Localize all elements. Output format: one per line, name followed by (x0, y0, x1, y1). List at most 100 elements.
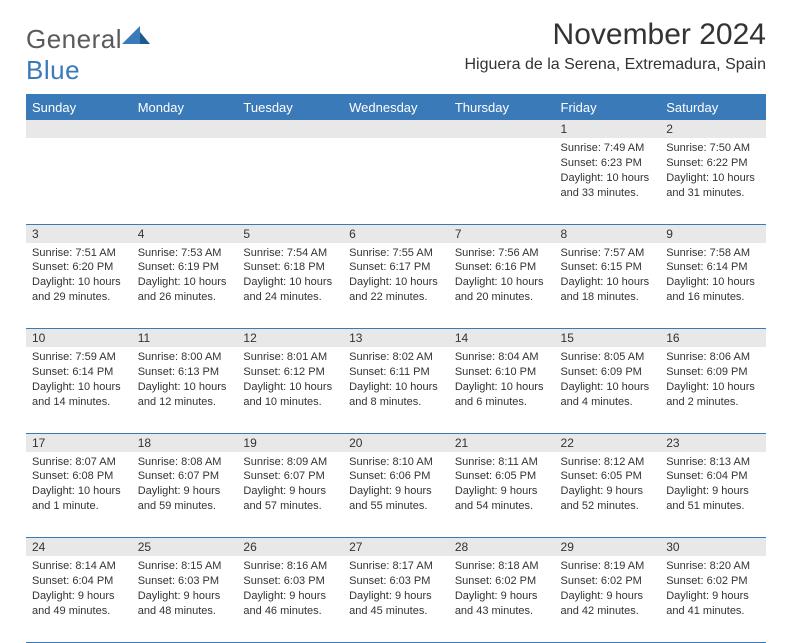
day-number: 30 (660, 538, 766, 557)
day-number: 15 (555, 329, 661, 348)
weekday-header: Tuesday (237, 95, 343, 121)
daylight-text: Daylight: 9 hours and 49 minutes. (32, 589, 126, 619)
daylight-text: Daylight: 9 hours and 45 minutes. (349, 589, 443, 619)
day-number (343, 120, 449, 138)
daylight-text: Daylight: 10 hours and 6 minutes. (455, 380, 549, 410)
logo-triangle-icon (122, 26, 152, 48)
sunset-text: Sunset: 6:07 PM (243, 469, 337, 484)
day-cell: Sunrise: 8:18 AMSunset: 6:02 PMDaylight:… (449, 556, 555, 642)
day-cell: Sunrise: 8:12 AMSunset: 6:05 PMDaylight:… (555, 452, 661, 538)
day-cell (449, 138, 555, 224)
daylight-text: Daylight: 10 hours and 16 minutes. (666, 275, 760, 305)
sunset-text: Sunset: 6:05 PM (455, 469, 549, 484)
day-cell: Sunrise: 8:15 AMSunset: 6:03 PMDaylight:… (132, 556, 238, 642)
sunset-text: Sunset: 6:03 PM (243, 574, 337, 589)
sunset-text: Sunset: 6:02 PM (561, 574, 655, 589)
sunset-text: Sunset: 6:04 PM (666, 469, 760, 484)
sunrise-text: Sunrise: 7:55 AM (349, 246, 443, 261)
sunrise-text: Sunrise: 8:04 AM (455, 350, 549, 365)
weekday-header-row: Sunday Monday Tuesday Wednesday Thursday… (26, 95, 766, 121)
day-cell: Sunrise: 7:56 AMSunset: 6:16 PMDaylight:… (449, 243, 555, 329)
day-number: 18 (132, 433, 238, 452)
sunset-text: Sunset: 6:23 PM (561, 156, 655, 171)
day-number: 6 (343, 224, 449, 243)
day-number-row: 3456789 (26, 224, 766, 243)
sunset-text: Sunset: 6:03 PM (349, 574, 443, 589)
daylight-text: Daylight: 9 hours and 57 minutes. (243, 484, 337, 514)
day-content-row: Sunrise: 7:59 AMSunset: 6:14 PMDaylight:… (26, 347, 766, 433)
day-cell: Sunrise: 7:54 AMSunset: 6:18 PMDaylight:… (237, 243, 343, 329)
day-cell: Sunrise: 8:14 AMSunset: 6:04 PMDaylight:… (26, 556, 132, 642)
sunset-text: Sunset: 6:22 PM (666, 156, 760, 171)
sunrise-text: Sunrise: 8:02 AM (349, 350, 443, 365)
sunrise-text: Sunrise: 7:57 AM (561, 246, 655, 261)
sunset-text: Sunset: 6:14 PM (666, 260, 760, 275)
sunrise-text: Sunrise: 8:06 AM (666, 350, 760, 365)
daylight-text: Daylight: 10 hours and 10 minutes. (243, 380, 337, 410)
day-cell: Sunrise: 8:02 AMSunset: 6:11 PMDaylight:… (343, 347, 449, 433)
header: General Blue November 2024 Higuera de la… (26, 18, 766, 86)
logo-text-blue: Blue (26, 55, 80, 85)
sunset-text: Sunset: 6:07 PM (138, 469, 232, 484)
sunset-text: Sunset: 6:16 PM (455, 260, 549, 275)
sunset-text: Sunset: 6:17 PM (349, 260, 443, 275)
day-cell: Sunrise: 8:01 AMSunset: 6:12 PMDaylight:… (237, 347, 343, 433)
daylight-text: Daylight: 10 hours and 1 minute. (32, 484, 126, 514)
weekday-header: Saturday (660, 95, 766, 121)
day-number: 27 (343, 538, 449, 557)
day-cell: Sunrise: 7:53 AMSunset: 6:19 PMDaylight:… (132, 243, 238, 329)
day-number: 28 (449, 538, 555, 557)
day-content-row: Sunrise: 7:49 AMSunset: 6:23 PMDaylight:… (26, 138, 766, 224)
sunrise-text: Sunrise: 8:10 AM (349, 455, 443, 470)
sunset-text: Sunset: 6:02 PM (455, 574, 549, 589)
weekday-header: Monday (132, 95, 238, 121)
day-cell: Sunrise: 8:20 AMSunset: 6:02 PMDaylight:… (660, 556, 766, 642)
daylight-text: Daylight: 9 hours and 46 minutes. (243, 589, 337, 619)
sunrise-text: Sunrise: 8:13 AM (666, 455, 760, 470)
day-number: 2 (660, 120, 766, 138)
sunset-text: Sunset: 6:19 PM (138, 260, 232, 275)
day-number-row: 10111213141516 (26, 329, 766, 348)
sunset-text: Sunset: 6:03 PM (138, 574, 232, 589)
sunset-text: Sunset: 6:09 PM (561, 365, 655, 380)
sunrise-text: Sunrise: 8:14 AM (32, 559, 126, 574)
sunset-text: Sunset: 6:02 PM (666, 574, 760, 589)
sunset-text: Sunset: 6:18 PM (243, 260, 337, 275)
day-number: 8 (555, 224, 661, 243)
day-number-row: 17181920212223 (26, 433, 766, 452)
weekday-header: Friday (555, 95, 661, 121)
day-cell: Sunrise: 8:05 AMSunset: 6:09 PMDaylight:… (555, 347, 661, 433)
sunrise-text: Sunrise: 7:53 AM (138, 246, 232, 261)
sunrise-text: Sunrise: 8:16 AM (243, 559, 337, 574)
daylight-text: Daylight: 9 hours and 48 minutes. (138, 589, 232, 619)
daylight-text: Daylight: 9 hours and 43 minutes. (455, 589, 549, 619)
sunrise-text: Sunrise: 8:20 AM (666, 559, 760, 574)
month-title: November 2024 (464, 18, 766, 52)
sunset-text: Sunset: 6:05 PM (561, 469, 655, 484)
sunrise-text: Sunrise: 8:15 AM (138, 559, 232, 574)
sunrise-text: Sunrise: 8:11 AM (455, 455, 549, 470)
day-number: 1 (555, 120, 661, 138)
day-cell: Sunrise: 8:10 AMSunset: 6:06 PMDaylight:… (343, 452, 449, 538)
day-number: 7 (449, 224, 555, 243)
daylight-text: Daylight: 10 hours and 14 minutes. (32, 380, 126, 410)
weekday-header: Thursday (449, 95, 555, 121)
day-number: 17 (26, 433, 132, 452)
calendar-table: Sunday Monday Tuesday Wednesday Thursday… (26, 94, 766, 643)
day-cell: Sunrise: 7:51 AMSunset: 6:20 PMDaylight:… (26, 243, 132, 329)
sunrise-text: Sunrise: 8:17 AM (349, 559, 443, 574)
day-number: 3 (26, 224, 132, 243)
weekday-header: Wednesday (343, 95, 449, 121)
sunrise-text: Sunrise: 8:01 AM (243, 350, 337, 365)
daylight-text: Daylight: 9 hours and 52 minutes. (561, 484, 655, 514)
day-number: 29 (555, 538, 661, 557)
day-number-row: 12 (26, 120, 766, 138)
day-cell: Sunrise: 7:58 AMSunset: 6:14 PMDaylight:… (660, 243, 766, 329)
sunrise-text: Sunrise: 8:07 AM (32, 455, 126, 470)
day-cell: Sunrise: 8:13 AMSunset: 6:04 PMDaylight:… (660, 452, 766, 538)
daylight-text: Daylight: 10 hours and 12 minutes. (138, 380, 232, 410)
sunset-text: Sunset: 6:20 PM (32, 260, 126, 275)
sunrise-text: Sunrise: 8:19 AM (561, 559, 655, 574)
sunrise-text: Sunrise: 8:12 AM (561, 455, 655, 470)
day-cell: Sunrise: 8:07 AMSunset: 6:08 PMDaylight:… (26, 452, 132, 538)
